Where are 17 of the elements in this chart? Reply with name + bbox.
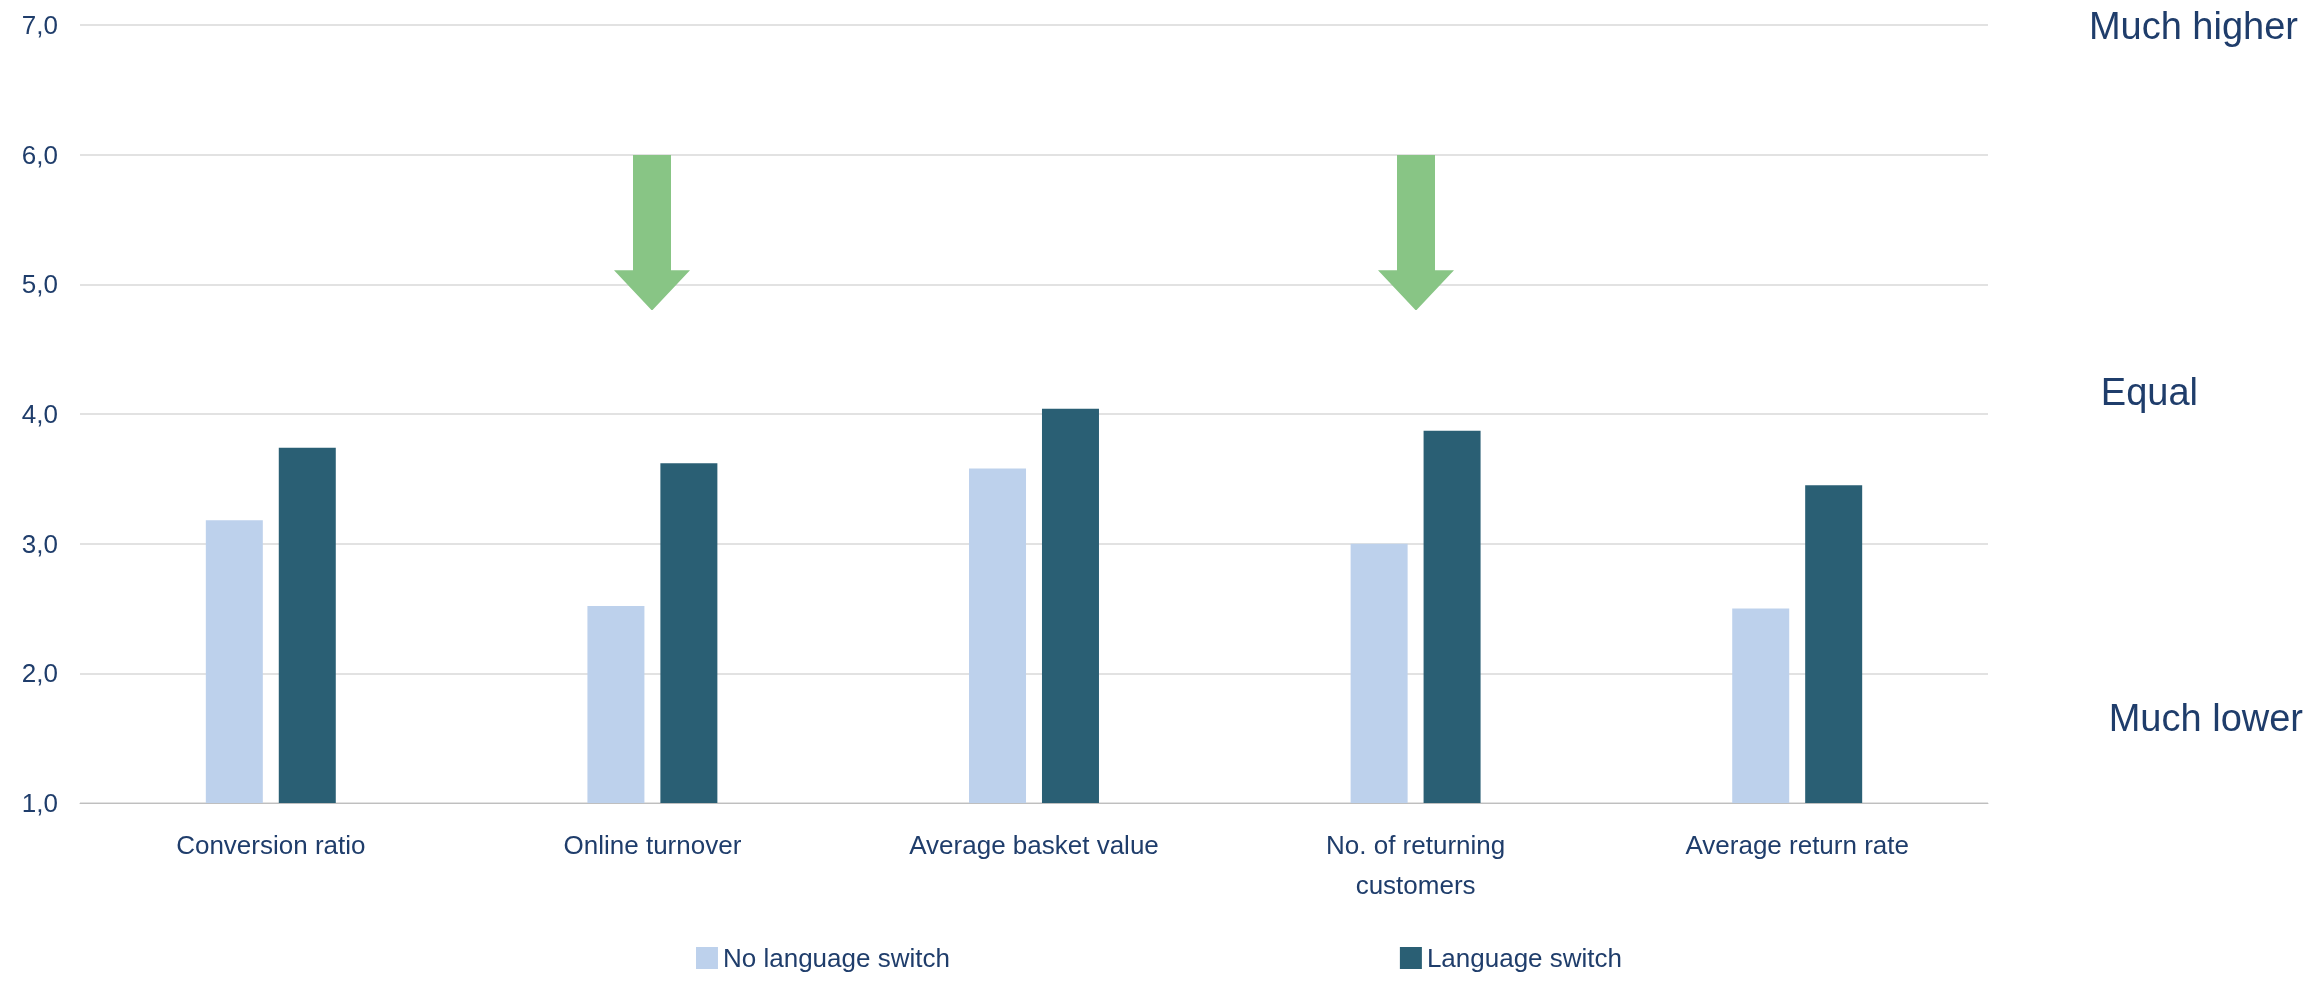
x-tick-label: Average return rate [1685,830,1909,860]
y-tick-label: 2,0 [21,658,58,689]
legend-label: No language switch [722,943,950,973]
text: Much higher [2088,5,2299,47]
text: Equal [2100,370,2199,413]
x-tick-label: No. of returning customers [1325,830,1506,900]
x-tick-label: Average basket value [909,830,1159,860]
x-tick-label: Online turnover [563,830,742,860]
y-tick-label: 7,0 [21,10,58,40]
legend-label: Language switch [1426,943,1623,973]
y-tick-label: 3,0 [21,528,58,559]
y-tick-label: 6,0 [21,139,58,170]
y-tick-label: 5,0 [21,269,58,300]
y-tick-label: 4,0 [21,399,58,429]
text: Much lower [2108,697,2304,740]
x-tick-label: Conversion ratio [176,830,366,860]
y-tick-label: 1,0 [21,788,58,818]
